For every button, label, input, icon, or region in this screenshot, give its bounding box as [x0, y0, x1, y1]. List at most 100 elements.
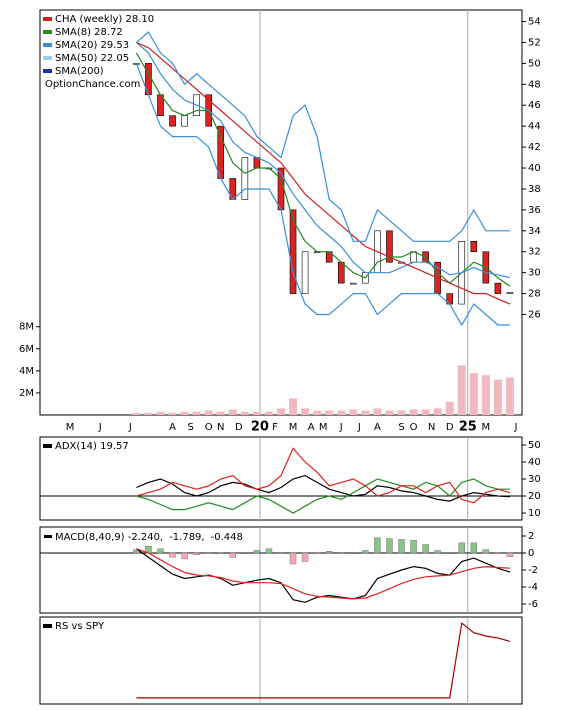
- volume-bar: [325, 410, 334, 415]
- volume-bar: [493, 379, 502, 415]
- y-tick-label: 46: [528, 100, 541, 111]
- y-tick-label: 44: [528, 121, 541, 132]
- candle: [470, 240, 478, 253]
- y-tick-label: 30: [528, 474, 541, 485]
- y-tick-label: 40: [528, 457, 541, 468]
- histogram-bar: [386, 538, 393, 554]
- x-tick-label: M: [482, 422, 491, 433]
- volume-bar: [132, 412, 141, 415]
- series-line: [136, 41, 511, 305]
- volume-bar: [385, 410, 394, 415]
- candle: [217, 125, 225, 179]
- legend-label: RS vs SPY: [55, 621, 105, 632]
- volume-bar: [445, 401, 454, 415]
- histogram-bar: [434, 550, 441, 554]
- candle: [349, 282, 357, 285]
- y-tick-label: 50: [528, 58, 541, 69]
- histogram-bar: [229, 552, 237, 558]
- histogram-bar: [289, 552, 297, 565]
- series-line: [136, 474, 510, 502]
- y-tick-label: 2: [528, 531, 534, 542]
- x-tick-label: M: [66, 422, 75, 433]
- histogram-bar: [506, 552, 514, 558]
- volume-bar: [481, 375, 490, 415]
- legend-label: SMA(200): [55, 66, 104, 77]
- histogram-bar: [277, 551, 285, 554]
- volume-bar: [457, 365, 466, 415]
- x-tick-label: F: [272, 422, 278, 433]
- y-tick-label: 30: [528, 268, 541, 279]
- x-tick-label: N: [217, 422, 224, 433]
- legend-swatch: [43, 624, 52, 628]
- volume-bar: [144, 412, 153, 415]
- histogram-bar: [494, 552, 502, 555]
- y-tick-label: 50: [528, 440, 541, 451]
- y-tick-label: 42: [528, 142, 541, 153]
- x-tick-label: S: [398, 422, 404, 433]
- y-tick-label: 40: [528, 163, 541, 174]
- series-line: [136, 621, 511, 699]
- volume-bar: [373, 408, 382, 415]
- y-tick-label: 32: [528, 247, 541, 258]
- volume-tick-label: 6M: [19, 344, 34, 355]
- x-tick-label: O: [410, 422, 418, 433]
- legend-label: OptionChance.com: [45, 79, 140, 90]
- histogram-bar: [482, 549, 490, 554]
- legend-label: MACD(8,40,9) -2.240,: [55, 532, 163, 543]
- x-tick-label: D: [235, 422, 243, 433]
- volume-bar: [277, 408, 285, 415]
- y-tick-label: 48: [528, 79, 541, 90]
- candle: [337, 261, 345, 284]
- histogram-bar: [410, 540, 417, 554]
- candle: [181, 115, 188, 127]
- histogram-bar: [169, 552, 176, 558]
- x-tick-label: A: [308, 422, 315, 433]
- x-year-label: 25: [459, 420, 477, 435]
- x-tick-label: A: [374, 422, 381, 433]
- y-tick-label: 28: [528, 289, 541, 300]
- x-tick-label: J: [513, 422, 517, 433]
- volume-bar: [168, 412, 177, 415]
- legend-swatch: [43, 444, 52, 448]
- y-tick-label: -4: [528, 582, 538, 593]
- volume-bar: [349, 409, 358, 415]
- candle: [506, 292, 514, 294]
- volume-bar: [433, 408, 442, 415]
- histogram-bar: [362, 550, 369, 554]
- histogram-bar: [301, 552, 309, 562]
- candle: [169, 115, 176, 127]
- x-tick-label: J: [339, 422, 343, 433]
- x-tick-label: J: [98, 422, 102, 433]
- histogram-bar: [265, 548, 273, 554]
- y-tick-label: 36: [528, 205, 541, 216]
- x-tick-label: D: [446, 422, 454, 433]
- series-line: [136, 447, 511, 504]
- x-year-label: 20: [251, 420, 269, 435]
- series-line: [136, 478, 510, 514]
- series-line: [135, 52, 511, 287]
- y-tick-label: 34: [528, 226, 541, 237]
- volume-bar: [469, 373, 478, 415]
- legend-swatch: [44, 535, 52, 538]
- volume-bar: [192, 411, 201, 415]
- series-line: [136, 41, 511, 279]
- legend-swatch: [43, 17, 52, 21]
- histogram-bar: [253, 550, 261, 554]
- histogram-bar: [217, 552, 224, 555]
- volume-bar: [240, 411, 249, 415]
- volume-bar: [252, 411, 261, 415]
- histogram-bar: [326, 551, 333, 554]
- volume-bar: [361, 410, 370, 415]
- candle: [410, 251, 417, 263]
- volume-bar: [204, 410, 213, 415]
- legend-label: -1.789,: [169, 532, 204, 543]
- volume-bar: [289, 398, 298, 415]
- histogram-bar: [398, 539, 405, 554]
- histogram-bar: [205, 551, 212, 554]
- y-tick-label: 52: [528, 37, 541, 48]
- volume-tick-label: 2M: [19, 388, 34, 399]
- y-tick-label: 10: [528, 508, 541, 519]
- series-line: [135, 63, 510, 327]
- y-tick-label: 26: [528, 310, 541, 321]
- legend-label: -0.448: [211, 532, 243, 543]
